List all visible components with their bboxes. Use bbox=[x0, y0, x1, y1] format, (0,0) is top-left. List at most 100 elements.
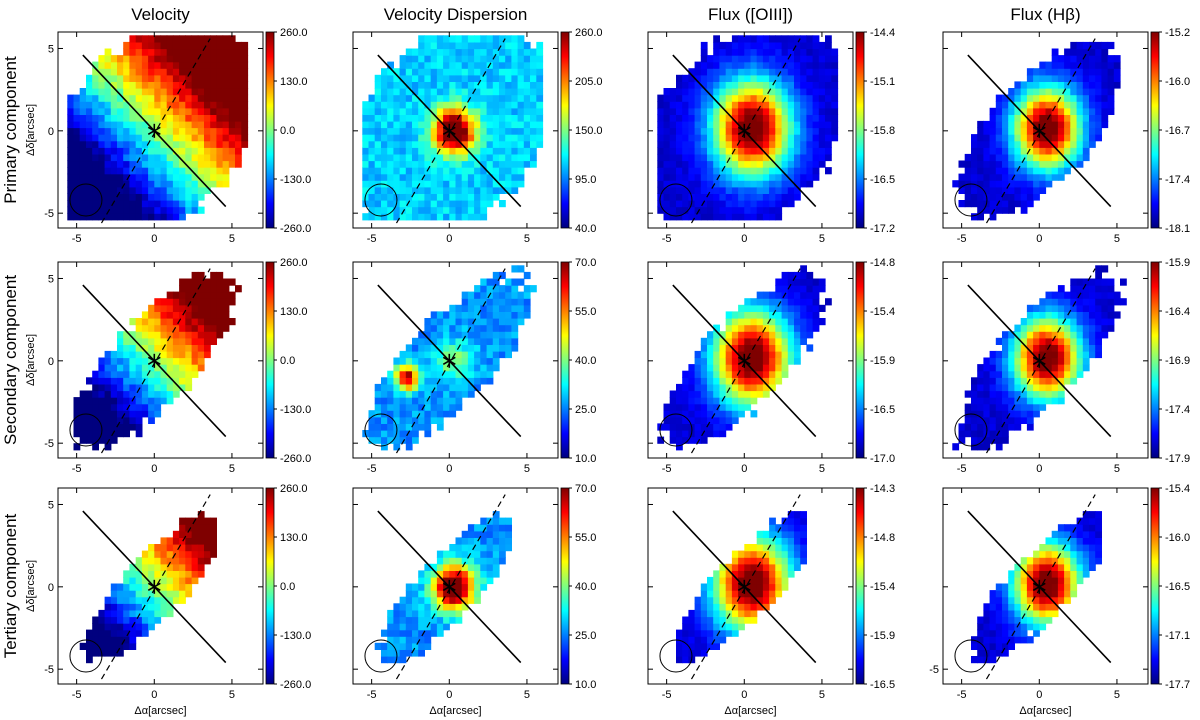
map-pixel bbox=[436, 423, 444, 431]
map-pixel bbox=[731, 114, 739, 122]
map-pixel bbox=[412, 61, 419, 69]
map-pixel bbox=[172, 550, 180, 558]
map-pixel bbox=[1039, 298, 1047, 306]
map-pixel bbox=[455, 213, 463, 221]
map-pixel bbox=[228, 298, 236, 306]
map-pixel bbox=[511, 88, 519, 96]
map-pixel bbox=[204, 101, 211, 109]
nucleus-star-marker bbox=[1032, 356, 1046, 366]
map-pixel bbox=[800, 180, 807, 188]
map-pixel bbox=[135, 193, 143, 201]
map-pixel bbox=[505, 94, 512, 102]
map-pixel bbox=[750, 324, 758, 332]
map-pixel bbox=[787, 200, 795, 208]
map-pixel bbox=[241, 101, 249, 109]
panel: -5 0 550-5Δδ[arcsec]260.0130.00.0-130.0-26… bbox=[25, 27, 311, 245]
map-pixel bbox=[769, 377, 776, 385]
map-pixel bbox=[499, 524, 506, 532]
map-pixel bbox=[79, 200, 87, 208]
map-pixel bbox=[148, 94, 155, 102]
map-pixel bbox=[86, 120, 93, 129]
map-pixel bbox=[713, 147, 720, 155]
map-pixel bbox=[216, 298, 224, 306]
map-pixel bbox=[744, 318, 752, 326]
map-pixel bbox=[387, 107, 394, 115]
map-pixel bbox=[1026, 324, 1034, 332]
map-pixel bbox=[480, 68, 488, 76]
map-pixel bbox=[700, 364, 708, 372]
map-pixel bbox=[707, 370, 714, 378]
map-pixel bbox=[368, 140, 376, 148]
map-pixel bbox=[443, 101, 450, 109]
map-pixel bbox=[123, 180, 130, 188]
column-title: Velocity Dispersion bbox=[384, 5, 528, 24]
map-pixel bbox=[405, 140, 413, 148]
map-pixel bbox=[682, 153, 689, 162]
map-pixel bbox=[794, 331, 801, 339]
map-pixel bbox=[216, 68, 224, 76]
minor-axis-dashed-line bbox=[690, 268, 801, 454]
map-pixel bbox=[436, 140, 444, 148]
map-pixel bbox=[794, 68, 801, 76]
map-pixel bbox=[492, 160, 500, 168]
map-pixel bbox=[92, 127, 99, 135]
map-pixel bbox=[197, 304, 205, 312]
map-pixel bbox=[725, 213, 733, 221]
map-pixel bbox=[104, 153, 112, 162]
map-pixel bbox=[1070, 324, 1078, 332]
map-pixel bbox=[480, 61, 488, 69]
nucleus-star-marker bbox=[442, 582, 456, 592]
map-pixel bbox=[800, 88, 807, 96]
map-pixel bbox=[104, 423, 112, 431]
map-pixel bbox=[185, 530, 193, 538]
map-pixel bbox=[775, 344, 783, 352]
map-pixel bbox=[455, 576, 463, 585]
map-pixel bbox=[235, 160, 242, 168]
map-pixel bbox=[110, 370, 118, 378]
map-pixel bbox=[135, 563, 143, 571]
map-pixel bbox=[688, 147, 696, 155]
map-pixel bbox=[725, 68, 733, 76]
column-title: Flux (Hβ) bbox=[1010, 5, 1080, 24]
map-pixel bbox=[812, 41, 820, 50]
map-pixel bbox=[818, 114, 826, 122]
map-pixel bbox=[812, 88, 820, 96]
map-pixel bbox=[104, 127, 112, 135]
map-pixel bbox=[399, 180, 407, 188]
map-pixel bbox=[129, 160, 137, 168]
map-pixel bbox=[430, 167, 438, 175]
map-pixel bbox=[1089, 311, 1096, 319]
map-pixel bbox=[769, 94, 776, 102]
map-pixel bbox=[781, 186, 789, 194]
pixel-map bbox=[362, 35, 544, 221]
map-pixel bbox=[1008, 370, 1015, 378]
map-pixel bbox=[657, 206, 665, 214]
colorbar-tick-label: -17.0 bbox=[870, 453, 895, 465]
map-pixel bbox=[1033, 101, 1040, 109]
map-pixel bbox=[738, 68, 745, 76]
map-pixel bbox=[977, 423, 984, 431]
map-pixel bbox=[412, 107, 419, 115]
map-pixel bbox=[492, 127, 500, 135]
colorbar-tick-label: 70.0 bbox=[575, 483, 596, 495]
map-pixel bbox=[499, 61, 506, 69]
map-pixel bbox=[381, 642, 388, 650]
map-pixel bbox=[467, 101, 475, 109]
map-pixel bbox=[1045, 291, 1053, 299]
map-pixel bbox=[98, 642, 106, 650]
map-pixel bbox=[135, 390, 143, 398]
map-pixel bbox=[123, 213, 130, 221]
map-pixel bbox=[1039, 357, 1047, 365]
map-pixel bbox=[160, 609, 168, 618]
map-pixel bbox=[117, 114, 124, 122]
map-pixel bbox=[831, 68, 839, 76]
map-pixel bbox=[1107, 88, 1115, 96]
map-pixel bbox=[135, 331, 143, 339]
map-pixel bbox=[486, 114, 494, 122]
map-pixel bbox=[775, 167, 783, 175]
map-pixel bbox=[424, 576, 432, 585]
map-pixel bbox=[418, 331, 425, 339]
map-pixel bbox=[104, 107, 112, 115]
map-pixel bbox=[1101, 304, 1109, 312]
map-pixel bbox=[191, 285, 199, 293]
